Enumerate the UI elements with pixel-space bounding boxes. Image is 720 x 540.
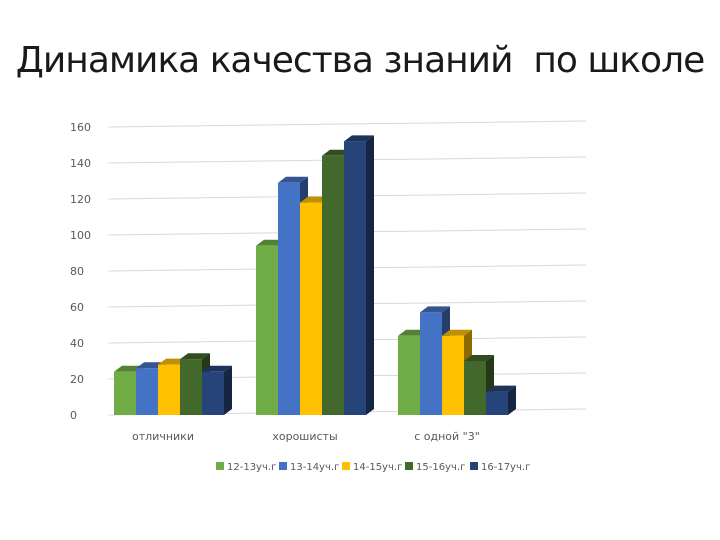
y-axis-ticks: 0 20 40 60 80 100 120 140 160 — [70, 121, 91, 422]
bar-top — [180, 353, 210, 360]
x-category-label: хорошисты — [272, 430, 337, 443]
bar-side — [224, 365, 232, 415]
legend-label: 12-13уч.г — [227, 462, 276, 473]
bar-front — [464, 361, 486, 415]
legend-swatch — [216, 462, 224, 470]
bar-front — [442, 335, 464, 415]
bar-front — [180, 359, 202, 415]
y-tick-label: 140 — [70, 157, 91, 170]
legend-swatch — [470, 462, 478, 470]
bar-front — [420, 312, 442, 415]
legend-item: 14-15уч.г — [342, 462, 402, 473]
legend-label: 13-14уч.г — [290, 462, 339, 473]
legend-swatch — [279, 462, 287, 470]
legend-label: 14-15уч.г — [353, 462, 402, 473]
legend-label: 16-17уч.г — [481, 462, 530, 473]
bar-top — [420, 306, 450, 313]
bar-front — [136, 368, 158, 415]
bar-front — [398, 335, 420, 415]
bar-top — [344, 135, 374, 142]
x-category-label: отличники — [132, 430, 194, 443]
bar — [464, 355, 494, 415]
bar-front — [158, 364, 180, 415]
chart-legend: 12-13уч.г 13-14уч.г 14-15уч.г 15-16уч.г 16-1… — [216, 462, 530, 473]
legend-item: 16-17уч.г — [470, 462, 530, 473]
y-tick-label: 20 — [70, 373, 84, 386]
bar-front — [256, 245, 278, 415]
bar-side — [508, 385, 516, 415]
bar-top — [202, 365, 232, 372]
legend-swatch — [342, 462, 350, 470]
bar — [344, 135, 374, 415]
legend-item: 15-16уч.г — [405, 462, 465, 473]
x-axis-categories: отличники хорошисты с одной "3" — [132, 430, 480, 443]
bar-front — [202, 371, 224, 415]
y-tick-label: 80 — [70, 265, 84, 278]
bar-side — [366, 135, 374, 415]
bar — [202, 365, 232, 415]
y-tick-label: 100 — [70, 229, 91, 242]
bar-front — [278, 182, 300, 415]
y-tick-label: 0 — [70, 409, 77, 422]
bar-front — [300, 202, 322, 415]
gridline — [107, 120, 587, 128]
legend-label: 15-16уч.г — [416, 462, 465, 473]
bar-front — [344, 141, 366, 415]
y-tick-label: 60 — [70, 301, 84, 314]
bar-top — [464, 355, 494, 361]
bar-top — [442, 329, 472, 336]
bar-top — [278, 176, 308, 183]
bar — [486, 385, 516, 415]
legend-item: 12-13уч.г — [216, 462, 276, 473]
y-tick-label: 160 — [70, 121, 91, 134]
bar-front — [114, 371, 136, 415]
y-tick-label: 120 — [70, 193, 91, 206]
bar-top — [486, 385, 516, 392]
y-tick-label: 40 — [70, 337, 84, 350]
legend-swatch — [405, 462, 413, 470]
bar-front — [322, 155, 344, 416]
legend-item: 13-14уч.г — [279, 462, 339, 473]
bar-front — [486, 391, 508, 415]
slide-title: Динамика качества знаний по школе — [15, 40, 705, 81]
chart-bars — [114, 135, 516, 416]
x-category-label: с одной "3" — [414, 430, 480, 443]
